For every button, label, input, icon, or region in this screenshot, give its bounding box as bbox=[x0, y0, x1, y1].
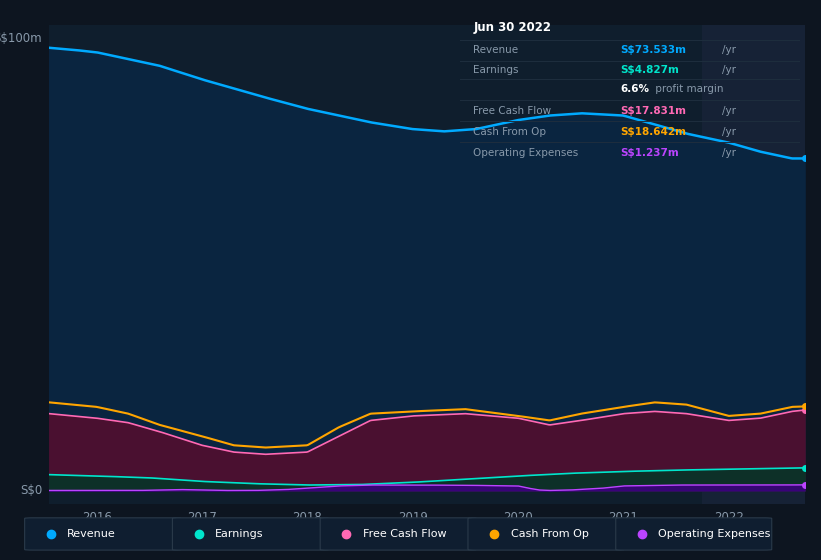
Text: /yr: /yr bbox=[722, 148, 736, 158]
Text: /yr: /yr bbox=[722, 127, 736, 137]
Text: S$17.831m: S$17.831m bbox=[620, 106, 686, 115]
Text: Free Cash Flow: Free Cash Flow bbox=[363, 529, 447, 539]
FancyBboxPatch shape bbox=[468, 518, 624, 550]
Text: S$1.237m: S$1.237m bbox=[620, 148, 679, 158]
FancyBboxPatch shape bbox=[172, 518, 328, 550]
FancyBboxPatch shape bbox=[616, 518, 772, 550]
Text: Cash From Op: Cash From Op bbox=[474, 127, 547, 137]
Text: Operating Expenses: Operating Expenses bbox=[658, 529, 771, 539]
FancyBboxPatch shape bbox=[320, 518, 476, 550]
Text: profit margin: profit margin bbox=[652, 85, 724, 95]
Text: /yr: /yr bbox=[722, 65, 736, 74]
Text: 6.6%: 6.6% bbox=[620, 85, 649, 95]
Text: /yr: /yr bbox=[722, 45, 736, 55]
Text: S$4.827m: S$4.827m bbox=[620, 65, 679, 74]
Text: Earnings: Earnings bbox=[474, 65, 519, 74]
Text: Earnings: Earnings bbox=[215, 529, 264, 539]
Text: S$73.533m: S$73.533m bbox=[620, 45, 686, 55]
Text: Revenue: Revenue bbox=[474, 45, 519, 55]
Text: Revenue: Revenue bbox=[67, 529, 116, 539]
Text: /yr: /yr bbox=[722, 106, 736, 115]
FancyBboxPatch shape bbox=[25, 518, 181, 550]
Text: Cash From Op: Cash From Op bbox=[511, 529, 589, 539]
Text: Free Cash Flow: Free Cash Flow bbox=[474, 106, 552, 115]
Text: Operating Expenses: Operating Expenses bbox=[474, 148, 579, 158]
Text: Jun 30 2022: Jun 30 2022 bbox=[474, 21, 552, 34]
Text: S$18.642m: S$18.642m bbox=[620, 127, 686, 137]
Bar bbox=[703, 25, 805, 504]
